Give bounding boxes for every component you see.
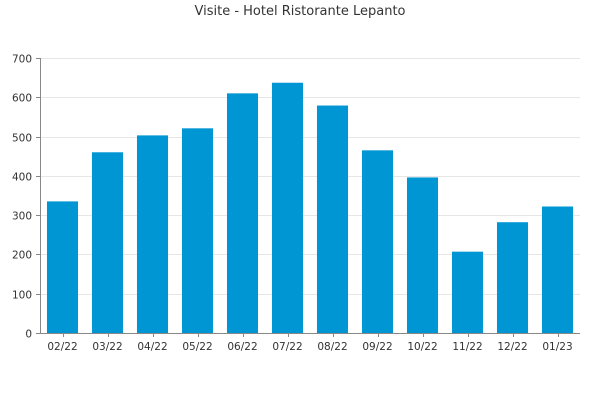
bar xyxy=(541,206,574,333)
x-tick-label: 11/22 xyxy=(452,341,482,353)
bar xyxy=(406,177,439,333)
y-tick-label: 700 xyxy=(12,54,32,66)
y-tick-label: 200 xyxy=(12,250,32,262)
x-tick-label: 12/22 xyxy=(497,341,527,353)
bar xyxy=(496,222,529,333)
y-tick-label: 400 xyxy=(12,172,32,184)
y-tick-label: 300 xyxy=(12,211,32,223)
bar xyxy=(316,105,349,334)
x-tick-label: 08/22 xyxy=(317,341,347,353)
bar xyxy=(361,150,394,333)
chart-title: Visite - Hotel Ristorante Lepanto xyxy=(195,4,406,19)
x-tick-label: 09/22 xyxy=(362,341,392,353)
x-tick-label: 07/22 xyxy=(272,341,302,353)
bar xyxy=(91,152,124,333)
x-tick-label: 01/23 xyxy=(542,341,572,353)
bar xyxy=(271,82,304,333)
bar xyxy=(136,135,169,333)
x-tick-label: 02/22 xyxy=(47,341,77,353)
y-tick-label: 500 xyxy=(12,133,32,145)
grid-lines xyxy=(40,58,580,295)
x-tick-label: 03/22 xyxy=(92,341,122,353)
bars xyxy=(46,82,574,334)
y-tick-label: 100 xyxy=(12,290,32,302)
x-tick-label: 05/22 xyxy=(182,341,212,353)
x-tick-label: 06/22 xyxy=(227,341,257,353)
axes xyxy=(36,58,580,337)
bar xyxy=(181,128,214,333)
y-tick-label: 600 xyxy=(12,93,32,105)
x-tick-labels: 02/22 03/22 04/22 05/22 06/22 07/22 08/22 09/22… xyxy=(47,341,572,353)
x-tick-label: 04/22 xyxy=(137,341,167,353)
bar xyxy=(46,201,79,333)
bar xyxy=(451,251,484,333)
y-tick-label: 0 xyxy=(25,329,32,341)
bar xyxy=(226,93,259,333)
y-tick-labels: 0 100 200 300 400 500 600 700 xyxy=(12,54,32,341)
x-tick-label: 10/22 xyxy=(407,341,437,353)
